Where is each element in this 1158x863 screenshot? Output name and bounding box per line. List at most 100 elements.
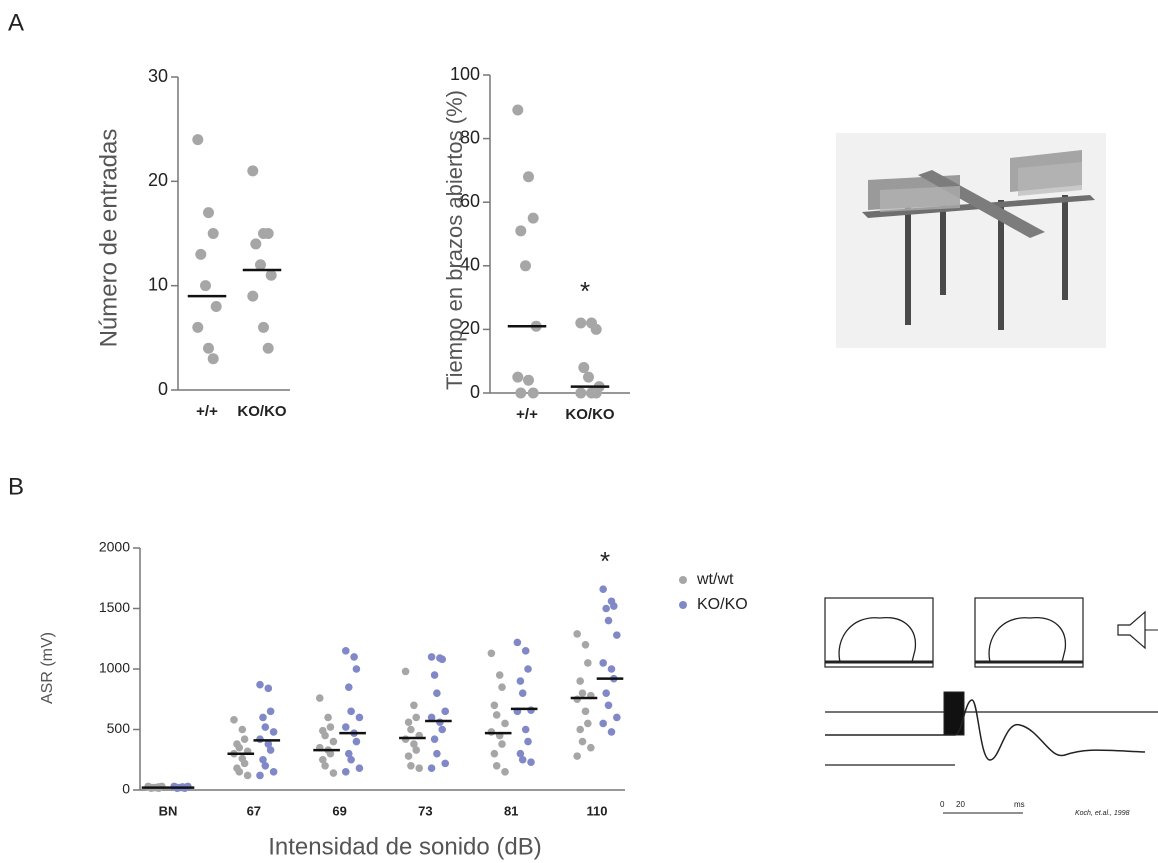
data-point xyxy=(523,171,534,183)
data-point xyxy=(264,684,273,693)
data-point xyxy=(521,725,530,734)
data-point xyxy=(240,759,249,768)
citation: Koch, et.al., 1998 xyxy=(1075,810,1130,817)
data-point xyxy=(515,387,527,399)
data-point xyxy=(269,768,278,776)
data-point xyxy=(613,713,621,722)
data-point xyxy=(516,677,525,685)
data-point xyxy=(521,647,530,655)
x-tick-label: KO/KO xyxy=(237,403,287,420)
x-tick-label: 81 xyxy=(504,803,518,818)
data-point xyxy=(262,228,274,239)
data-point xyxy=(587,743,595,752)
data-point xyxy=(230,716,238,724)
y-tick-label: 100 xyxy=(450,64,480,84)
data-point xyxy=(512,104,524,116)
data-point xyxy=(347,755,355,764)
data-point xyxy=(266,707,275,716)
data-point xyxy=(438,655,447,664)
data-point xyxy=(192,321,204,333)
x-tick-label: 73 xyxy=(418,803,432,818)
data-point xyxy=(192,134,204,146)
data-point xyxy=(604,701,613,710)
data-point xyxy=(261,762,270,770)
x-tick-label: BN xyxy=(159,803,178,818)
data-point xyxy=(207,228,219,239)
data-point xyxy=(575,387,587,399)
data-point xyxy=(415,764,424,773)
data-point xyxy=(527,387,539,399)
data-point xyxy=(195,248,207,260)
data-point xyxy=(584,719,592,728)
x-tick-label: 67 xyxy=(247,803,261,818)
data-point xyxy=(412,746,421,754)
data-point xyxy=(427,653,436,661)
data-point xyxy=(599,719,607,728)
data-point xyxy=(203,207,214,219)
data-point xyxy=(341,723,350,731)
data-point xyxy=(207,353,219,365)
data-point xyxy=(247,165,259,177)
data-point xyxy=(341,647,350,655)
y-tick-label: 20 xyxy=(148,170,168,190)
data-point xyxy=(355,764,364,773)
data-point xyxy=(433,749,441,758)
scale-label: ms xyxy=(1014,800,1025,809)
legend-label: wt/wt xyxy=(696,571,734,588)
maze-illustration xyxy=(836,133,1106,348)
data-point xyxy=(498,683,506,691)
data-point xyxy=(518,689,527,697)
data-point xyxy=(329,737,338,746)
x-tick-label: 110 xyxy=(587,803,608,818)
data-point xyxy=(324,713,332,722)
x-tick-label: +/+ xyxy=(516,406,538,423)
legend-marker xyxy=(679,601,687,609)
data-point xyxy=(441,707,450,716)
data-point xyxy=(599,659,607,667)
data-point xyxy=(498,740,506,748)
data-point xyxy=(238,725,247,734)
data-point xyxy=(492,711,501,719)
data-point xyxy=(518,755,527,764)
data-point xyxy=(441,759,450,768)
data-point xyxy=(256,680,264,689)
x-tick-label: 69 xyxy=(332,803,346,818)
data-point xyxy=(250,238,262,250)
data-point xyxy=(602,604,610,613)
data-point xyxy=(575,317,587,329)
data-point xyxy=(344,683,353,691)
data-point xyxy=(495,671,504,679)
data-point xyxy=(578,737,587,746)
data-point xyxy=(490,749,499,758)
startle-illustration xyxy=(824,597,1158,814)
panel-label: B xyxy=(8,473,24,500)
annotation: * xyxy=(580,276,590,306)
data-point xyxy=(235,743,244,752)
data-point xyxy=(578,362,590,374)
y-axis-label: ASR (mV) xyxy=(39,632,56,704)
data-point xyxy=(247,290,259,302)
data-point xyxy=(513,638,522,647)
y-tick-label: 30 xyxy=(148,66,168,86)
data-point xyxy=(259,755,267,764)
y-tick-label: 0 xyxy=(158,379,168,399)
data-point xyxy=(410,701,418,710)
y-tick-label: 2000 xyxy=(99,539,130,555)
data-point xyxy=(266,746,275,754)
data-point xyxy=(344,749,353,758)
data-point xyxy=(501,768,509,776)
data-point xyxy=(527,212,539,224)
data-point xyxy=(613,631,621,639)
data-point xyxy=(407,725,415,734)
data-point xyxy=(604,616,613,625)
data-point xyxy=(318,755,327,764)
data-point xyxy=(321,731,329,740)
data-point xyxy=(430,735,439,743)
panel-label: A xyxy=(8,9,24,36)
data-point xyxy=(261,723,270,731)
data-point xyxy=(321,762,329,770)
data-point xyxy=(524,737,532,746)
data-point xyxy=(355,713,364,722)
data-point xyxy=(262,342,274,354)
data-point xyxy=(590,387,602,399)
